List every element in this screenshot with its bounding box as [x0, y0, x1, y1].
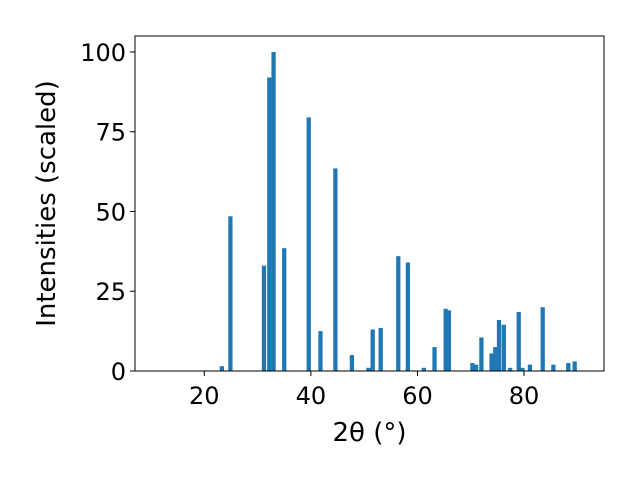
bar	[473, 364, 479, 371]
x-tick-label: 40	[296, 382, 327, 410]
y-axis-ticks: 0 25 50 75 100	[80, 39, 135, 386]
bar	[551, 364, 556, 371]
x-tick-label: 60	[402, 382, 433, 410]
y-tick-label: 100	[80, 39, 126, 67]
bar	[566, 363, 571, 371]
bar	[228, 216, 233, 371]
bar	[508, 367, 513, 371]
y-tick-label: 75	[95, 119, 126, 147]
bar	[540, 307, 545, 371]
bar	[489, 353, 494, 371]
bar	[349, 355, 355, 371]
bar	[333, 168, 338, 371]
bar	[366, 367, 371, 371]
y-tick-label: 0	[111, 358, 126, 386]
y-axis-label: Intensities (scaled)	[32, 80, 62, 327]
bar	[520, 367, 525, 371]
bar	[443, 308, 448, 371]
bar-series	[219, 51, 577, 371]
bar	[421, 367, 426, 371]
bar	[261, 265, 267, 371]
bar	[318, 331, 323, 371]
bar	[219, 366, 224, 371]
bar	[501, 324, 506, 371]
bar	[267, 77, 272, 371]
x-axis-ticks: 20 40 60 80	[189, 371, 539, 410]
bar	[378, 327, 383, 371]
x-axis-label: 2θ (°)	[332, 418, 406, 448]
bar	[493, 347, 498, 371]
bar	[446, 310, 452, 371]
x-tick-label: 80	[509, 382, 540, 410]
plot-frame	[134, 35, 605, 372]
x-tick-label: 20	[189, 382, 220, 410]
bar	[496, 319, 502, 371]
bar	[516, 311, 521, 371]
bar	[405, 262, 410, 371]
bar	[432, 347, 437, 371]
bar	[370, 329, 375, 371]
bar	[470, 363, 475, 371]
bar	[306, 117, 311, 371]
y-tick-label: 50	[95, 198, 126, 226]
bar	[396, 256, 401, 371]
bar	[527, 364, 533, 371]
bar	[282, 248, 287, 371]
y-tick-label: 25	[95, 278, 126, 306]
bar	[572, 361, 577, 371]
bar	[271, 51, 276, 371]
bar	[479, 337, 484, 371]
